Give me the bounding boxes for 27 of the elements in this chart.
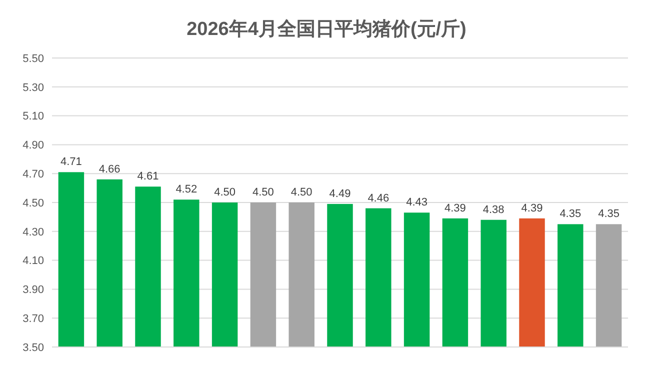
- data-label: 4.52: [176, 184, 198, 196]
- data-label: 4.39: [444, 202, 466, 214]
- data-label: 4.61: [137, 170, 159, 183]
- y-tick-label: 5.30: [22, 82, 44, 94]
- data-label: 4.66: [98, 163, 120, 176]
- chart-title: 2026年4月全国日平均猪价(元/斤): [186, 18, 466, 40]
- data-label: 4.50: [252, 186, 274, 198]
- data-label: 4.71: [60, 156, 82, 168]
- y-tick-label: 4.10: [22, 255, 44, 268]
- data-label: 4.35: [598, 208, 620, 220]
- data-label: 4.38: [482, 204, 504, 216]
- y-tick-label: 4.70: [22, 168, 44, 180]
- data-label: 4.43: [406, 196, 428, 209]
- y-tick-label: 4.90: [22, 140, 44, 152]
- y-tick-label: 3.90: [22, 284, 44, 296]
- data-label: 4.49: [329, 188, 351, 200]
- y-tick-label: 5.10: [22, 110, 44, 123]
- data-label: 4.46: [368, 192, 390, 204]
- y-tick-label: 3.70: [22, 312, 44, 325]
- data-label: 4.35: [560, 208, 582, 220]
- data-label: 4.39: [521, 202, 543, 214]
- y-tick-label: 3.50: [22, 342, 44, 354]
- y-tick-label: 4.50: [22, 197, 44, 210]
- y-tick-label: 5.50: [22, 52, 44, 65]
- data-label: 4.50: [214, 186, 236, 198]
- data-label: 4.50: [290, 186, 312, 198]
- y-tick-label: 4.30: [22, 226, 44, 238]
